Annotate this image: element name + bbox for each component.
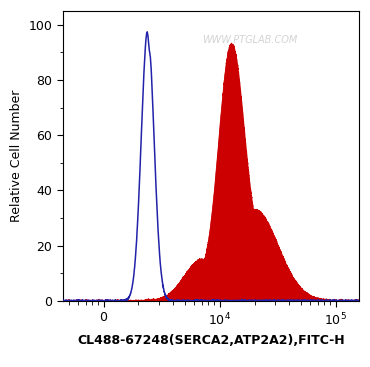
X-axis label: CL488-67248(SERCA2,ATP2A2),FITC-H: CL488-67248(SERCA2,ATP2A2),FITC-H [77, 334, 345, 346]
Y-axis label: Relative Cell Number: Relative Cell Number [10, 90, 23, 222]
Text: WWW.PTGLAB.COM: WWW.PTGLAB.COM [202, 35, 297, 45]
